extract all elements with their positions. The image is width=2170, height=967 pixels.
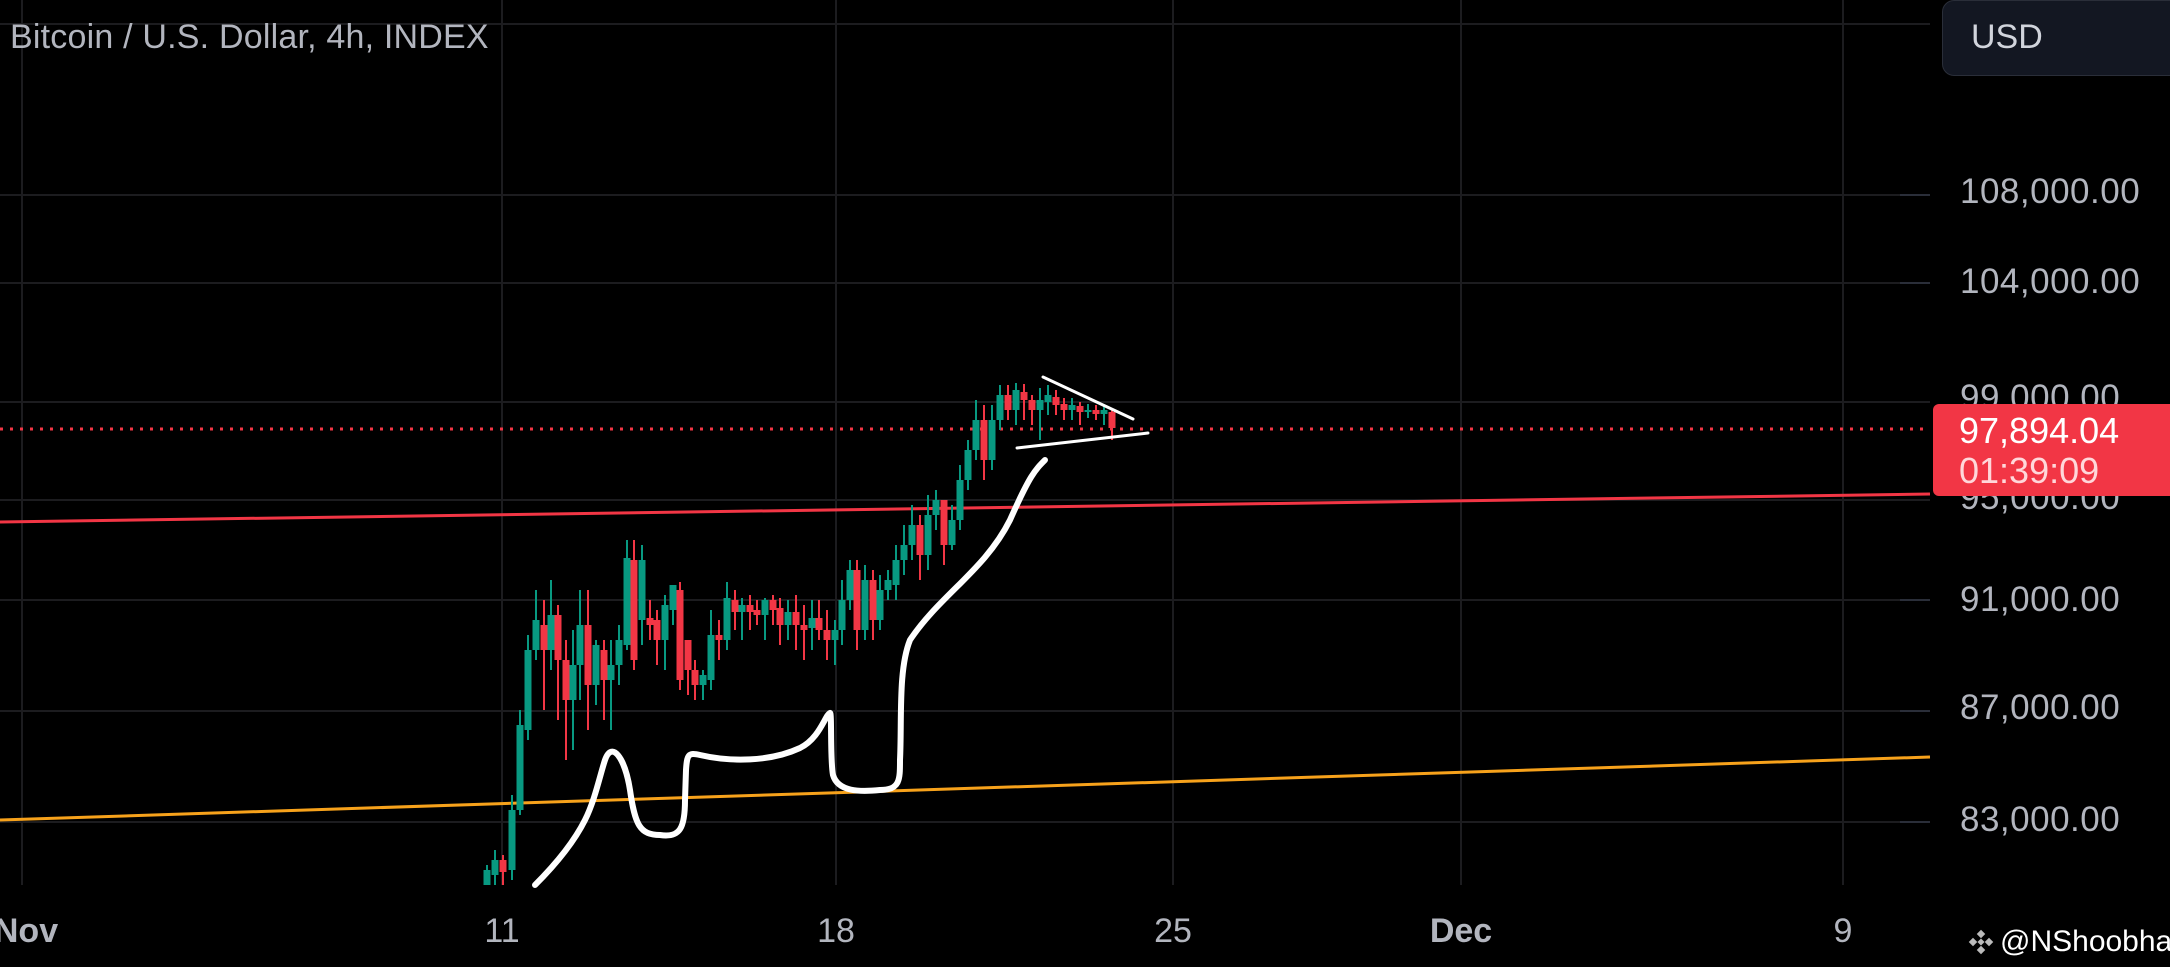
x-axis-label: 11: [484, 912, 520, 950]
y-axis-label: 104,000.00: [1960, 262, 2141, 301]
resistance-trendline[interactable]: [0, 492, 1931, 524]
binance-diamond-icon: [1968, 929, 1994, 955]
x-axis-label: 18: [817, 912, 855, 950]
watermark: @NShoobham: [1968, 925, 2170, 959]
chart-title: Bitcoin / U.S. Dollar, 4h, INDEX: [10, 18, 489, 56]
bar-countdown: 01:39:09: [1959, 450, 2100, 491]
axis-ticks: [1900, 194, 1930, 823]
watermark-handle: @NShoobham: [2000, 925, 2170, 958]
x-axis-label: Dec: [1429, 912, 1493, 950]
grid: [0, 0, 1930, 885]
x-axis-label: Nov: [0, 912, 59, 950]
support-trendline[interactable]: [0, 755, 1931, 822]
last-price-value: 97,894.04: [1959, 410, 2120, 451]
candlestick-series: [483, 383, 1116, 885]
currency-label: USD: [1971, 18, 2043, 56]
last-price-tag: 97,894.04 01:39:09: [1933, 404, 2170, 496]
hand-drawn-support-curve[interactable]: [532, 457, 1048, 888]
currency-button[interactable]: USD: [1942, 0, 2170, 76]
triangle-pattern[interactable]: [1015, 375, 1150, 450]
x-axis-label: 9: [1833, 912, 1853, 950]
y-axis-label: 108,000.00: [1960, 172, 2141, 211]
x-axis-label: 25: [1154, 912, 1192, 950]
y-axis-label: 87,000.00: [1960, 688, 2121, 727]
y-axis-label: 91,000.00: [1960, 580, 2121, 619]
y-axis-label: 83,000.00: [1960, 800, 2121, 839]
